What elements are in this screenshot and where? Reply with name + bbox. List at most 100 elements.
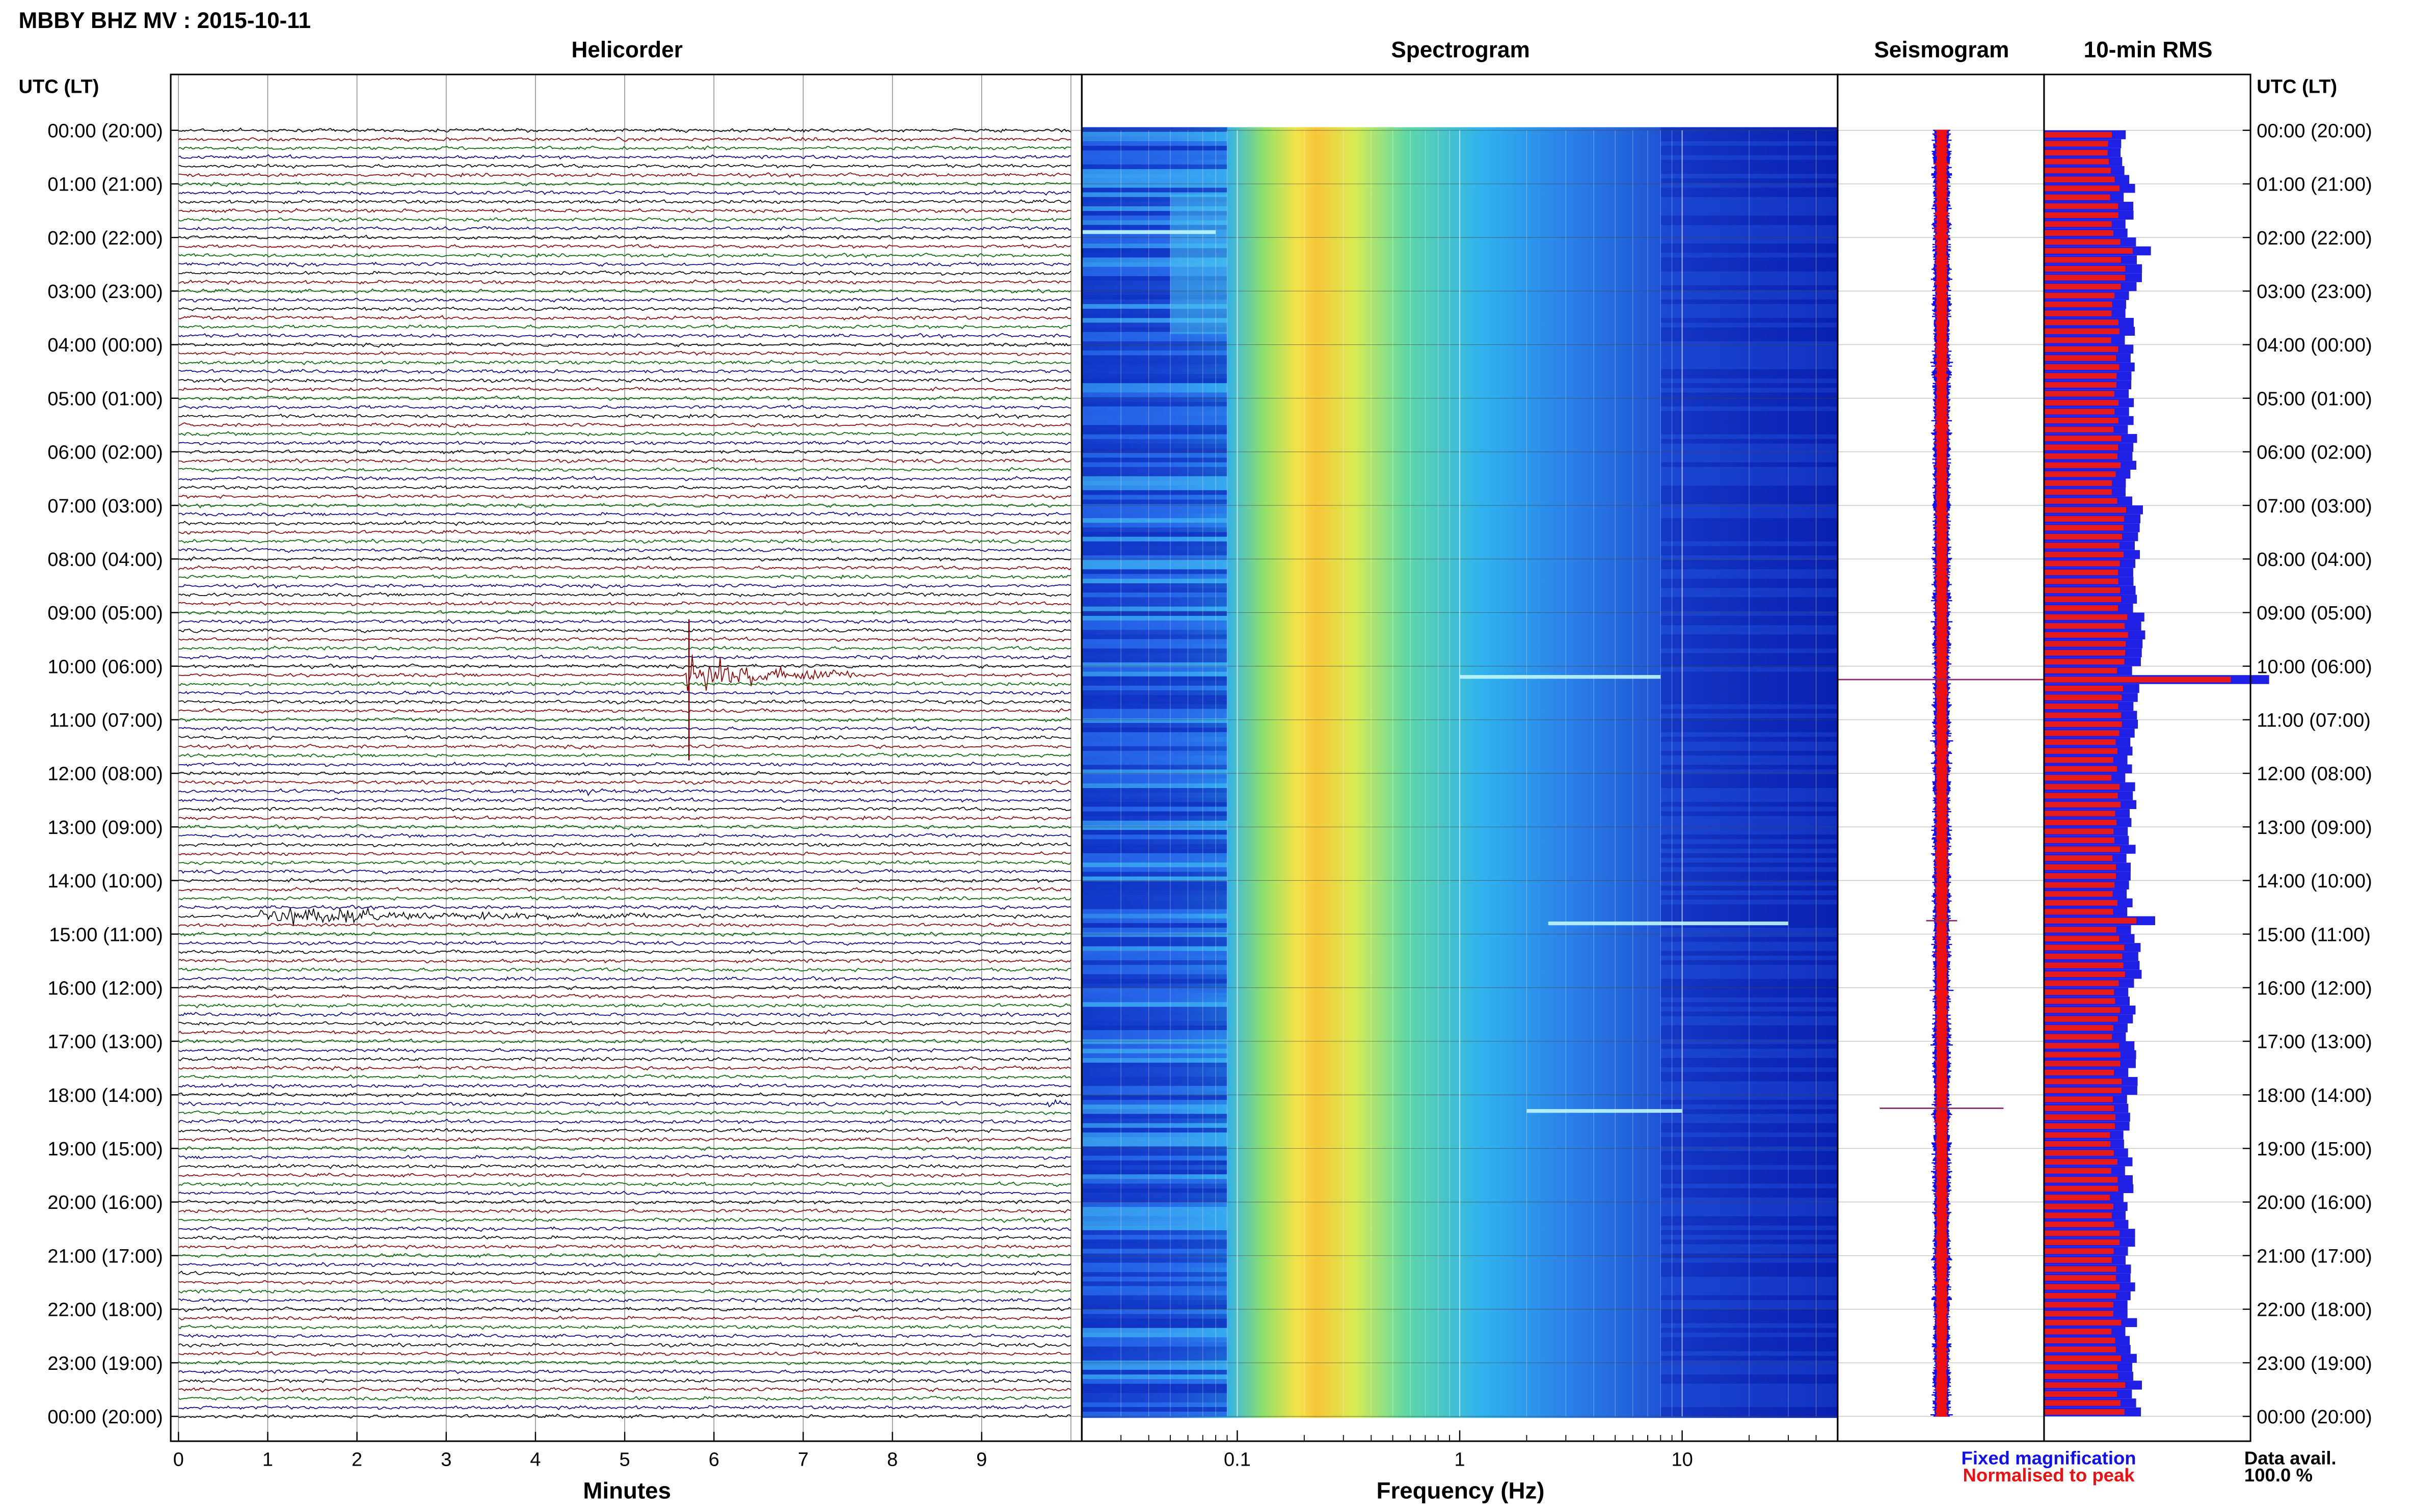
spectrogram-highfreq-band xyxy=(1660,1053,1838,1058)
spectrogram-highfreq-band xyxy=(1660,360,1838,365)
spectrogram-lowfreq-band xyxy=(1082,932,1227,937)
helicorder-trace xyxy=(178,752,1071,759)
rms-normalised-bar xyxy=(2044,712,2122,718)
spectrogram-lowfreq-band xyxy=(1082,988,1227,993)
spectrogram-highfreq-band xyxy=(1660,397,1838,402)
x-tick-label: 10 xyxy=(1671,1449,1693,1471)
spectrogram-highfreq-band xyxy=(1660,336,1838,341)
spectrogram-lowfreq-band xyxy=(1082,965,1227,970)
spectrogram-highfreq-band xyxy=(1660,229,1838,234)
time-label-left: 06:00 (02:00) xyxy=(47,442,163,464)
spectrogram-highfreq-band xyxy=(1660,234,1838,239)
spectrogram-highfreq-band xyxy=(1660,1258,1838,1263)
spectrogram-highfreq-band xyxy=(1660,346,1838,351)
spectrogram-highfreq-band xyxy=(1660,448,1838,453)
spectrogram-lowfreq-band xyxy=(1082,1221,1227,1226)
spectrogram-lowfreq-band xyxy=(1082,401,1227,407)
spectrogram-highfreq-band xyxy=(1660,1044,1838,1049)
spectrogram-highfreq-band xyxy=(1660,634,1838,639)
spectrogram-lowfreq-band xyxy=(1082,695,1227,700)
spectrogram-highfreq-band xyxy=(1660,174,1838,179)
time-label-left: 18:00 (14:00) xyxy=(47,1085,163,1106)
spectrogram-highfreq-band xyxy=(1660,1318,1838,1324)
spectrogram-highfreq-band xyxy=(1660,909,1838,914)
spectrogram-highfreq-band xyxy=(1660,201,1838,207)
spectrogram-lowfreq-band xyxy=(1082,332,1227,337)
helicorder-trace xyxy=(178,708,1071,714)
spectrogram-lowfreq-band xyxy=(1082,369,1227,374)
spectrogram-highfreq-band xyxy=(1660,481,1838,486)
spectrogram-highfreq-band xyxy=(1660,681,1838,686)
spectrogram-lowfreq-band xyxy=(1082,713,1227,718)
time-label-left: 09:00 (05:00) xyxy=(47,603,163,624)
spectrogram-highfreq-band xyxy=(1660,811,1838,816)
helicorder-trace xyxy=(178,288,1071,294)
spectrogram-highfreq-band xyxy=(1660,881,1838,886)
rms-normalised-bar xyxy=(2044,1096,2113,1102)
spectrogram-highfreq-band xyxy=(1660,476,1838,481)
time-label-left: 00:00 (20:00) xyxy=(47,1407,163,1428)
rms-normalised-bar xyxy=(2044,1051,2121,1058)
spectrogram-highfreq-band xyxy=(1660,518,1838,523)
spectrogram-lowfreq-band xyxy=(1082,1174,1227,1179)
spectrogram-highfreq-band xyxy=(1660,1170,1838,1175)
spectrogram-highfreq-band xyxy=(1660,290,1838,295)
spectrogram-highfreq-band xyxy=(1660,206,1838,211)
spectrogram-highfreq-band xyxy=(1660,253,1838,258)
helicorder-trace xyxy=(178,824,1071,830)
spectrogram-lowfreq-band xyxy=(1082,960,1227,965)
spectrogram-highfreq-band xyxy=(1660,895,1838,900)
helicorder-trace xyxy=(178,404,1071,410)
spectrogram-highfreq-band xyxy=(1660,569,1838,574)
x-tick-label: 7 xyxy=(798,1449,809,1471)
spectrogram-highfreq-band xyxy=(1660,988,1838,993)
spectrogram-lowfreq-band xyxy=(1082,373,1227,379)
spectrogram-highfreq-band xyxy=(1660,769,1838,774)
rms-normalised-bar xyxy=(2044,221,2112,227)
helicorder-trace xyxy=(178,655,1071,691)
spectrogram-lowfreq-band xyxy=(1082,1160,1227,1165)
spectrogram-highfreq-band xyxy=(1660,379,1838,384)
rms-normalised-bar xyxy=(2044,1337,2115,1343)
helicorder-trace xyxy=(178,717,1071,723)
spectrogram-highfreq-band xyxy=(1660,1086,1838,1091)
spectrogram-highfreq-band xyxy=(1660,662,1838,667)
spectrogram-lowfreq-band xyxy=(1082,564,1227,570)
helicorder-trace xyxy=(178,1199,1071,1205)
spectrogram-highfreq-band xyxy=(1660,858,1838,863)
spectrogram-highfreq-band xyxy=(1660,453,1838,458)
spectrogram-lowfreq-band xyxy=(1082,1342,1227,1347)
spectrogram-lowfreq-band xyxy=(1082,615,1227,621)
seismogram-trace xyxy=(1838,129,2045,1417)
spectrogram-lowfreq-band xyxy=(1082,1188,1227,1193)
spectrogram-highfreq-band xyxy=(1660,276,1838,281)
helicorder-trace xyxy=(178,395,1071,401)
rms-normalised-bar xyxy=(2044,150,2108,156)
helicorder-trace xyxy=(178,350,1071,356)
spectrogram-highfreq-band xyxy=(1660,420,1838,425)
rms-normalised-bar xyxy=(2044,1266,2116,1272)
spectrogram-highfreq-band xyxy=(1660,1118,1838,1123)
spectrogram-lowfreq-band xyxy=(1082,992,1227,998)
time-label-left: 08:00 (04:00) xyxy=(47,549,163,571)
helicorder-trace xyxy=(178,1395,1071,1401)
helicorder-trace xyxy=(178,217,1071,223)
rms-normalised-bar xyxy=(2044,1257,2112,1263)
rms-normalised-bar xyxy=(2044,292,2115,299)
helicorder-trace xyxy=(178,1351,1071,1357)
spectrogram-lowfreq-band xyxy=(1082,588,1227,593)
spectrogram-lowfreq-band xyxy=(1082,1076,1227,1082)
spectrogram-highfreq-band xyxy=(1660,508,1838,514)
spectrogram-lowfreq-band xyxy=(1082,411,1227,416)
spectrogram-highfreq-band xyxy=(1660,401,1838,407)
spectrogram-highfreq-band xyxy=(1660,271,1838,277)
spectrogram-highfreq-band xyxy=(1660,676,1838,681)
spectrogram-highfreq-band xyxy=(1660,504,1838,509)
rms-normalised-bar xyxy=(2044,1203,2113,1209)
spectrogram-lowfreq-band xyxy=(1082,294,1227,300)
spectrogram-lowfreq-band xyxy=(1082,1211,1227,1217)
helicorder-trace xyxy=(178,137,1071,142)
spectrogram-lowfreq-band xyxy=(1082,276,1227,281)
helicorder-trace xyxy=(178,1235,1071,1240)
rms-normalised-bar xyxy=(2044,1319,2122,1326)
